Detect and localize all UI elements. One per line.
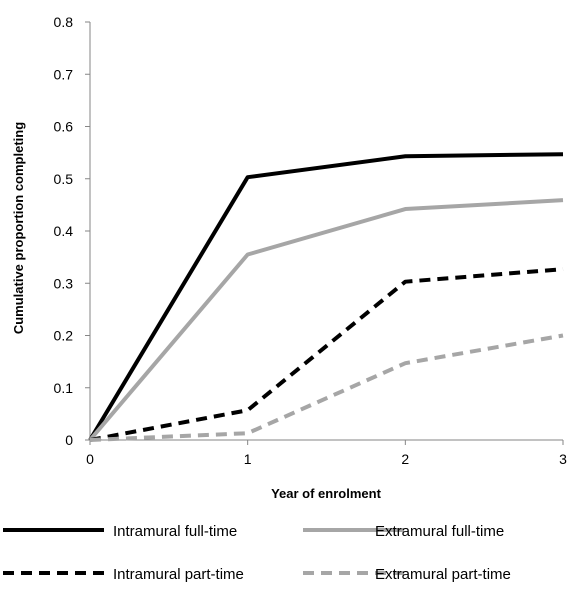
y-tick-label: 0.5: [54, 171, 74, 187]
x-tick-label: 1: [244, 451, 252, 467]
y-tick-label: 0.4: [54, 223, 74, 239]
y-tick-label: 0.8: [54, 14, 74, 30]
y-tick-label: 0: [65, 432, 73, 448]
y-tick-label: 0.1: [54, 380, 74, 396]
x-tick-label: 2: [401, 451, 409, 467]
y-tick-label: 0.2: [54, 328, 74, 344]
legend: Intramural full-time Extramural full-time…: [3, 523, 511, 583]
x-tick-label: 3: [559, 451, 567, 467]
y-tick-label: 0.6: [54, 119, 74, 135]
series-line-extramural-part-time: [89, 333, 564, 442]
series-line-intramural-part-time: [89, 267, 564, 442]
legend-label: Extramural part-time: [375, 566, 511, 583]
legend-label: Extramural full-time: [375, 523, 504, 540]
legend-label: Intramural part-time: [113, 566, 244, 583]
series-line-extramural-full-time: [88, 198, 564, 442]
series-lines: [88, 152, 564, 442]
x-axis-title: Year of enrolment: [271, 486, 381, 501]
axes: 0 0.1 0.2 0.3 0.4 0.5 0.6 0.7 0.8 0 1 2 3: [54, 14, 568, 467]
y-tick-label: 0.3: [54, 275, 74, 291]
legend-label: Intramural full-time: [113, 523, 237, 540]
series-line-intramural-full-time: [88, 152, 564, 442]
y-tick-label: 0.7: [54, 66, 74, 82]
x-tick-label: 0: [86, 451, 94, 467]
y-axis-title: Cumulative proportion completing: [11, 122, 26, 334]
